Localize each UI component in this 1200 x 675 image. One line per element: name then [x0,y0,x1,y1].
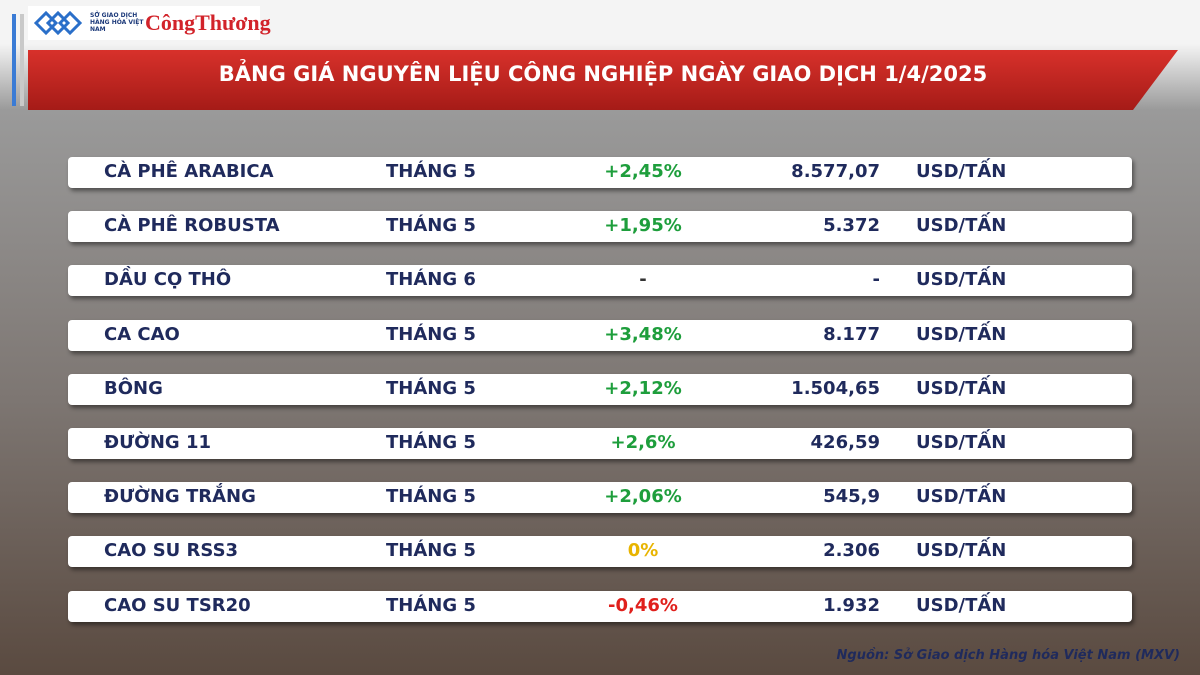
price: 1.932 [823,594,880,616]
price-change: +2,12% [604,377,682,399]
title: BẢNG GIÁ NGUYÊN LIỆU CÔNG NGHIỆP NGÀY GI… [218,62,988,86]
table-row: DẦU CỌ THÔ THÁNG 6 - - USD/TẤN [68,265,1132,297]
commodity-name: CA CAO [104,323,180,345]
logo-icon [34,10,83,36]
price: 8.577,07 [791,161,880,182]
price-change: +3,48% [604,323,682,345]
commodity-name: DẦU CỌ THÔ [104,269,232,291]
commodity-name: BÔNG [104,377,163,399]
accent-bar [12,14,16,106]
unit: USD/TẤN [916,323,1007,345]
contract-month: THÁNG 5 [386,594,476,616]
table-row: CÀ PHÊ ROBUSTA THÁNG 5 +1,95% 5.372 USD/TẤN [68,211,1132,243]
logo [28,6,260,40]
unit: USD/TẤN [916,486,1007,508]
commodity-name: CÀ PHÊ ROBUSTA [104,215,280,237]
table-row: ĐƯỜNG 11 THÁNG 5 +2,6% 426,59 USD/TẤN [68,428,1132,459]
unit: USD/TẤN [916,215,1007,237]
contract-month: THÁNG 5 [386,486,476,508]
logo-text: SỞ GIAO DỊCH HÀNG HÓA VIỆT NAM [90,12,144,33]
price: 545,9 [823,486,880,508]
commodity-name: ĐƯỜNG 11 [104,432,211,453]
unit: USD/TẤN [916,269,1007,291]
price: 2.306 [823,540,880,562]
source: Nguồn: Sở Giao dịch Hàng hóa Việt Nam (M… [836,648,1180,663]
price: 5.372 [823,215,880,237]
table-row: BÔNG THÁNG 5 +2,12% 1.504,65 USD/TẤN [68,373,1132,405]
table-row: ĐƯỜNG TRẮNG THÁNG 5 +2,06% 545,9 USD/TẤN [68,482,1132,514]
price-change: - [639,269,647,291]
contract-month: THÁNG 5 [386,432,476,453]
price: - [872,269,880,291]
contract-month: THÁNG 5 [386,215,476,237]
price-change: +2,06% [604,486,682,508]
unit: USD/TẤN [916,161,1007,182]
table-row: CAO SU TSR20 THÁNG 5 -0,46% 1.932 USD/TẤN [68,590,1132,622]
price: 8.177 [823,323,880,345]
price-change: -0,46% [608,594,678,616]
table-row: CAO SU RSS3 THÁNG 5 0% 2.306 USD/TẤN [68,536,1132,568]
brand: CôngThương [145,10,271,35]
unit: USD/TẤN [916,377,1007,399]
price-change: +2,6% [610,432,676,453]
unit: USD/TẤN [916,594,1007,616]
contract-month: THÁNG 5 [386,161,476,182]
commodity-name: ĐƯỜNG TRẮNG [104,486,256,508]
commodity-name: CAO SU RSS3 [104,540,239,562]
price-change: +1,95% [604,215,682,237]
contract-month: THÁNG 6 [386,269,476,291]
contract-month: THÁNG 5 [386,540,476,562]
contract-month: THÁNG 5 [386,377,476,399]
price: 1.504,65 [791,377,880,399]
contract-month: THÁNG 5 [386,323,476,345]
table-row: CÀ PHÊ ARABICA THÁNG 5 +2,45% 8.577,07 USD/T… [68,157,1132,188]
price-change: 0% [627,540,659,562]
unit: USD/TẤN [916,540,1007,562]
price-change: +2,45% [604,161,682,182]
commodity-name: CAO SU TSR20 [104,594,251,616]
table-row: CA CAO THÁNG 5 +3,48% 8.177 USD/TẤN [68,319,1132,351]
accent-bar [20,14,24,106]
title-banner [28,50,1178,110]
price: 426,59 [810,432,880,453]
unit: USD/TẤN [916,432,1007,453]
commodity-name: CÀ PHÊ ARABICA [104,161,274,182]
